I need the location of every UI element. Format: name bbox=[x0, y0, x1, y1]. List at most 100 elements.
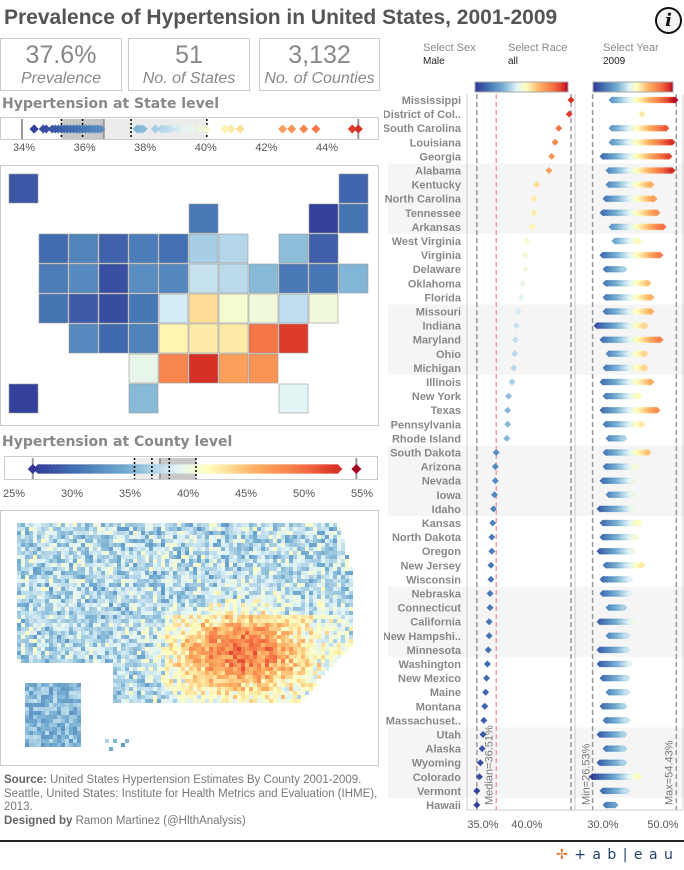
county-cell bbox=[301, 651, 305, 655]
state-shape-NC[interactable] bbox=[218, 323, 249, 354]
county-cell bbox=[69, 587, 73, 591]
state-shape-KS[interactable] bbox=[128, 323, 159, 354]
county-cell bbox=[73, 635, 77, 639]
county-cell bbox=[113, 539, 117, 543]
state-shape-MN[interactable] bbox=[158, 233, 189, 264]
state-shape-SD[interactable] bbox=[128, 263, 159, 294]
state-shape-TX[interactable] bbox=[128, 383, 159, 414]
state-shape-CT[interactable] bbox=[308, 263, 339, 294]
state-shape-NJ[interactable] bbox=[278, 263, 309, 294]
county-cell bbox=[149, 631, 153, 635]
state-shape-WV[interactable] bbox=[218, 293, 249, 324]
county-cell bbox=[265, 579, 269, 583]
state-shape-LA[interactable] bbox=[158, 353, 189, 384]
county-cell bbox=[149, 659, 153, 663]
state-shape-VA[interactable] bbox=[248, 293, 279, 324]
county-cell bbox=[65, 655, 69, 659]
state-shape-OK[interactable] bbox=[128, 353, 159, 384]
state-shape-NV[interactable] bbox=[68, 263, 99, 294]
county-map[interactable] bbox=[0, 510, 379, 766]
state-shape-ND[interactable] bbox=[128, 233, 159, 264]
state-shape-AZ[interactable] bbox=[68, 323, 99, 354]
county-cell bbox=[129, 651, 133, 655]
county-cell bbox=[265, 603, 269, 607]
county-cell bbox=[337, 547, 341, 551]
state-map[interactable] bbox=[0, 165, 379, 426]
state-shape-GA[interactable] bbox=[248, 353, 279, 384]
county-cell bbox=[77, 703, 81, 707]
county-cell bbox=[189, 687, 193, 691]
state-shape-VT[interactable] bbox=[308, 203, 339, 234]
state-shape-NY[interactable] bbox=[278, 233, 309, 264]
state-shape-MS[interactable] bbox=[188, 353, 219, 384]
filter-value[interactable]: all bbox=[508, 56, 519, 67]
state-shape-SC[interactable] bbox=[248, 323, 279, 354]
state-shape-DE[interactable] bbox=[308, 293, 339, 324]
state-shape-OR[interactable] bbox=[38, 263, 69, 294]
state-shape-MD[interactable] bbox=[278, 293, 309, 324]
county-cell bbox=[245, 531, 249, 535]
filter-sex[interactable]: Select Sex Male bbox=[423, 42, 476, 67]
state-shape-MO[interactable] bbox=[158, 293, 189, 324]
state-shape-NM[interactable] bbox=[98, 323, 129, 354]
county-cell bbox=[345, 571, 349, 575]
county-cell bbox=[333, 623, 337, 627]
county-cell bbox=[317, 583, 321, 587]
state-shape-WI[interactable] bbox=[188, 203, 219, 234]
county-cell bbox=[297, 523, 301, 527]
county-cell bbox=[209, 547, 213, 551]
state-shape-AL[interactable] bbox=[218, 353, 249, 384]
state-shape-MT[interactable] bbox=[98, 233, 129, 264]
county-cell bbox=[57, 591, 61, 595]
county-cell bbox=[345, 595, 349, 599]
filter-value[interactable]: Male bbox=[423, 56, 445, 67]
county-cell bbox=[253, 675, 257, 679]
county-cell bbox=[285, 575, 289, 579]
state-shape-RI[interactable] bbox=[338, 263, 369, 294]
county-cell bbox=[229, 527, 233, 531]
county-cell bbox=[261, 671, 265, 675]
state-shape-PA[interactable] bbox=[248, 263, 279, 294]
state-shape-NE[interactable] bbox=[128, 293, 159, 324]
state-shape-AK[interactable] bbox=[8, 173, 39, 204]
state-shape-MA[interactable] bbox=[308, 233, 339, 264]
county-cell bbox=[197, 675, 201, 679]
state-shape-UT[interactable] bbox=[68, 293, 99, 324]
county-cell bbox=[65, 723, 69, 727]
filter-race[interactable]: Select Race all bbox=[508, 42, 567, 67]
state-shape-KY[interactable] bbox=[188, 293, 219, 324]
state-shape-TN[interactable] bbox=[188, 323, 219, 354]
state-shape-IN[interactable] bbox=[188, 263, 219, 294]
state-shape-DC[interactable] bbox=[278, 323, 309, 354]
state-shape-CA[interactable] bbox=[38, 293, 69, 324]
state-shape-IA[interactable] bbox=[158, 263, 189, 294]
county-cell bbox=[81, 527, 85, 531]
county-cell bbox=[21, 611, 25, 615]
filter-value[interactable]: 2009 bbox=[603, 56, 626, 67]
county-cell bbox=[25, 687, 29, 691]
info-icon[interactable]: i bbox=[655, 7, 682, 34]
state-shape-OH[interactable] bbox=[218, 263, 249, 294]
county-cell bbox=[289, 639, 293, 643]
state-shape-ID[interactable] bbox=[68, 233, 99, 264]
county-cell bbox=[181, 651, 185, 655]
state-shape-IL[interactable] bbox=[188, 233, 219, 264]
county-cell bbox=[197, 567, 201, 571]
filter-year[interactable]: Select Year 2009 bbox=[603, 42, 659, 67]
county-cell bbox=[21, 563, 25, 567]
state-shape-MI[interactable] bbox=[218, 233, 249, 264]
state-shape-AR[interactable] bbox=[158, 323, 189, 354]
county-cell bbox=[201, 691, 205, 695]
county-cell bbox=[273, 607, 277, 611]
county-cell bbox=[229, 583, 233, 587]
state-shape-FL[interactable] bbox=[278, 383, 309, 414]
state-shape-CO[interactable] bbox=[98, 293, 129, 324]
state-shape-HI[interactable] bbox=[8, 383, 39, 414]
state-shape-ME[interactable] bbox=[338, 173, 369, 204]
state-shape-WY[interactable] bbox=[98, 263, 129, 294]
state-shape-NH[interactable] bbox=[338, 203, 369, 234]
county-cell bbox=[25, 659, 29, 663]
state-shape-WA[interactable] bbox=[38, 233, 69, 264]
county-cell bbox=[129, 591, 133, 595]
state-label: North Carolina bbox=[385, 194, 462, 206]
